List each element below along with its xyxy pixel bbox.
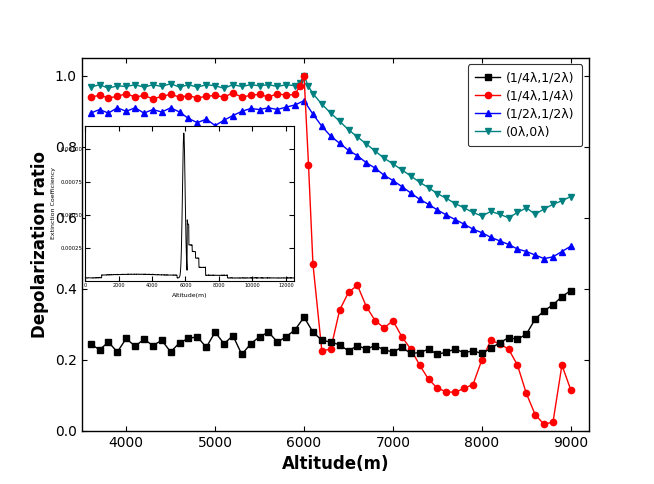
(1/4λ,1/2λ) <box>140 336 148 342</box>
(1/2λ,1/2λ) <box>265 105 273 111</box>
(1/2λ,1/2λ) <box>202 116 210 122</box>
(1/4λ,1/2λ) <box>238 351 246 357</box>
(1/4λ,1/2λ) <box>273 339 281 345</box>
(1/2λ,1/2λ) <box>176 109 184 115</box>
(0λ,0λ) <box>416 180 424 185</box>
(0λ,0λ) <box>567 194 575 199</box>
(0λ,0λ) <box>505 215 513 221</box>
(1/4λ,1/4λ) <box>87 94 95 100</box>
(1/2λ,1/2λ) <box>567 243 575 249</box>
(0λ,0λ) <box>300 73 308 79</box>
Line: (0λ,0λ): (0λ,0λ) <box>87 72 574 221</box>
(1/4λ,1/2λ) <box>567 287 575 293</box>
(1/2λ,1/2λ) <box>140 110 148 116</box>
Line: (1/2λ,1/2λ): (1/2λ,1/2λ) <box>87 97 574 262</box>
Line: (1/4λ,1/4λ): (1/4λ,1/4λ) <box>88 73 574 427</box>
(1/4λ,1/2λ) <box>558 294 566 300</box>
(1/2λ,1/2λ) <box>540 256 548 261</box>
(0λ,0λ) <box>220 85 228 91</box>
(1/4λ,1/2λ) <box>87 341 95 347</box>
(0λ,0λ) <box>424 185 432 191</box>
(1/4λ,1/4λ) <box>296 84 303 90</box>
Y-axis label: Extinction Coefficiency: Extinction Coefficiency <box>50 167 56 239</box>
(1/4λ,1/4λ) <box>220 94 228 100</box>
(1/4λ,1/2λ) <box>176 340 184 346</box>
Legend: (1/4λ,1/2λ), (1/4λ,1/4λ), (1/2λ,1/2λ), (0λ,0λ): (1/4λ,1/2λ), (1/4λ,1/4λ), (1/2λ,1/2λ), (… <box>468 64 582 146</box>
(1/4λ,1/2λ) <box>523 332 530 337</box>
(1/4λ,1/4λ) <box>567 387 575 393</box>
(1/2λ,1/2λ) <box>300 98 308 104</box>
X-axis label: Altitude(m): Altitude(m) <box>281 455 389 473</box>
(1/2λ,1/2λ) <box>558 249 566 255</box>
X-axis label: Altitude(m): Altitude(m) <box>172 293 207 298</box>
(1/4λ,1/4λ) <box>300 73 308 79</box>
(0λ,0λ) <box>105 85 112 91</box>
(1/4λ,1/4λ) <box>540 422 548 427</box>
(1/4λ,1/4λ) <box>424 377 432 382</box>
Line: (1/4λ,1/2λ): (1/4λ,1/2λ) <box>88 287 574 358</box>
(1/2λ,1/2λ) <box>87 110 95 116</box>
(1/4λ,1/4λ) <box>113 93 121 99</box>
(0λ,0λ) <box>113 83 121 89</box>
(1/4λ,1/4λ) <box>105 95 112 101</box>
(1/4λ,1/4λ) <box>416 362 424 368</box>
(1/4λ,1/2λ) <box>202 345 210 350</box>
Y-axis label: Depolarization ratio: Depolarization ratio <box>31 151 49 338</box>
(0λ,0λ) <box>296 80 303 86</box>
(0λ,0λ) <box>87 84 95 90</box>
(1/2λ,1/2λ) <box>523 249 530 255</box>
